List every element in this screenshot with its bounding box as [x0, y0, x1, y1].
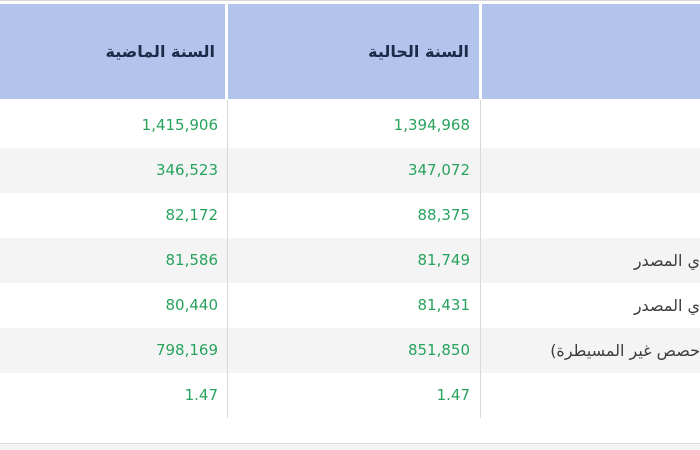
row-label	[480, 148, 700, 193]
header-cell-current-year: السنة الحالية	[228, 4, 479, 99]
table-row: 82,172 88,375	[0, 193, 700, 238]
current-year-value: 1,394,968	[393, 116, 470, 134]
table-row: 346,523 347,072	[0, 148, 700, 193]
table-row: 1,415,906 1,394,968	[0, 103, 700, 148]
table-row: 80,440 81,431 ي المصدر	[0, 283, 700, 328]
header-cell-previous-year: السنة الماضية	[0, 4, 225, 99]
column-divider	[227, 100, 228, 418]
current-year-value: 88,375	[417, 206, 471, 224]
table-row: 81,586 81,749 ي المصدر	[0, 238, 700, 283]
current-year-value: 1.47	[436, 386, 470, 404]
previous-year-value: 81,586	[165, 251, 219, 269]
top-border-line	[0, 0, 700, 1]
previous-year-value: 1.47	[184, 386, 218, 404]
next-section-band	[0, 443, 700, 450]
previous-year-value: 1,415,906	[141, 116, 218, 134]
row-label: حصص غير المسيطرة)	[550, 341, 700, 360]
current-year-value: 81,749	[417, 251, 471, 269]
table-header-row: السنة الماضية السنة الحالية	[0, 4, 700, 99]
previous-year-value: 346,523	[155, 161, 218, 179]
header-cell-label-column	[482, 4, 700, 99]
current-year-value: 81,431	[417, 296, 471, 314]
row-label: ي المصدر	[633, 296, 700, 315]
table-row: 1.47 1.47	[0, 373, 700, 418]
table-body: 1,415,906 1,394,968 346,523 347,072 82,1…	[0, 103, 700, 418]
column-divider	[480, 100, 481, 418]
current-year-value: 851,850	[407, 341, 470, 359]
row-label	[480, 103, 700, 148]
row-label: ي المصدر	[633, 251, 700, 270]
previous-year-value: 80,440	[165, 296, 219, 314]
table-row: 798,169 851,850 حصص غير المسيطرة)	[0, 328, 700, 373]
current-year-value: 347,072	[407, 161, 470, 179]
row-label	[480, 373, 700, 418]
row-label	[480, 193, 700, 238]
previous-year-value: 798,169	[155, 341, 218, 359]
previous-year-value: 82,172	[165, 206, 219, 224]
